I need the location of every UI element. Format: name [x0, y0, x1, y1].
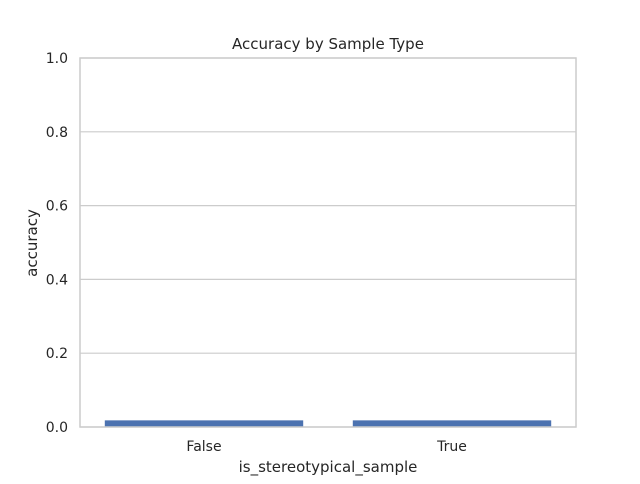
y-tick-label: 0.0 — [46, 420, 68, 436]
y-tick-label: 0.2 — [46, 346, 68, 362]
bars-layer — [104, 420, 552, 427]
y-tick-label: 0.8 — [46, 125, 68, 141]
y-tick-label: 0.4 — [46, 272, 68, 288]
ticks-layer: 0.0 0.2 0.4 0.6 0.8 1.0 False True — [46, 51, 467, 455]
grid-layer — [80, 57, 576, 428]
chart-title: Accuracy by Sample Type — [232, 35, 424, 53]
bar-true — [352, 420, 552, 427]
plot-frame — [79, 57, 577, 428]
x-tick-label: False — [186, 439, 221, 455]
x-tick-label: True — [436, 439, 467, 455]
spines-layer — [79, 57, 577, 428]
bar-false — [104, 420, 304, 427]
y-tick-label: 1.0 — [46, 51, 68, 67]
y-axis-label: accuracy — [23, 209, 41, 277]
x-axis-label: is_stereotypical_sample — [239, 458, 418, 477]
y-tick-label: 0.6 — [46, 199, 68, 215]
